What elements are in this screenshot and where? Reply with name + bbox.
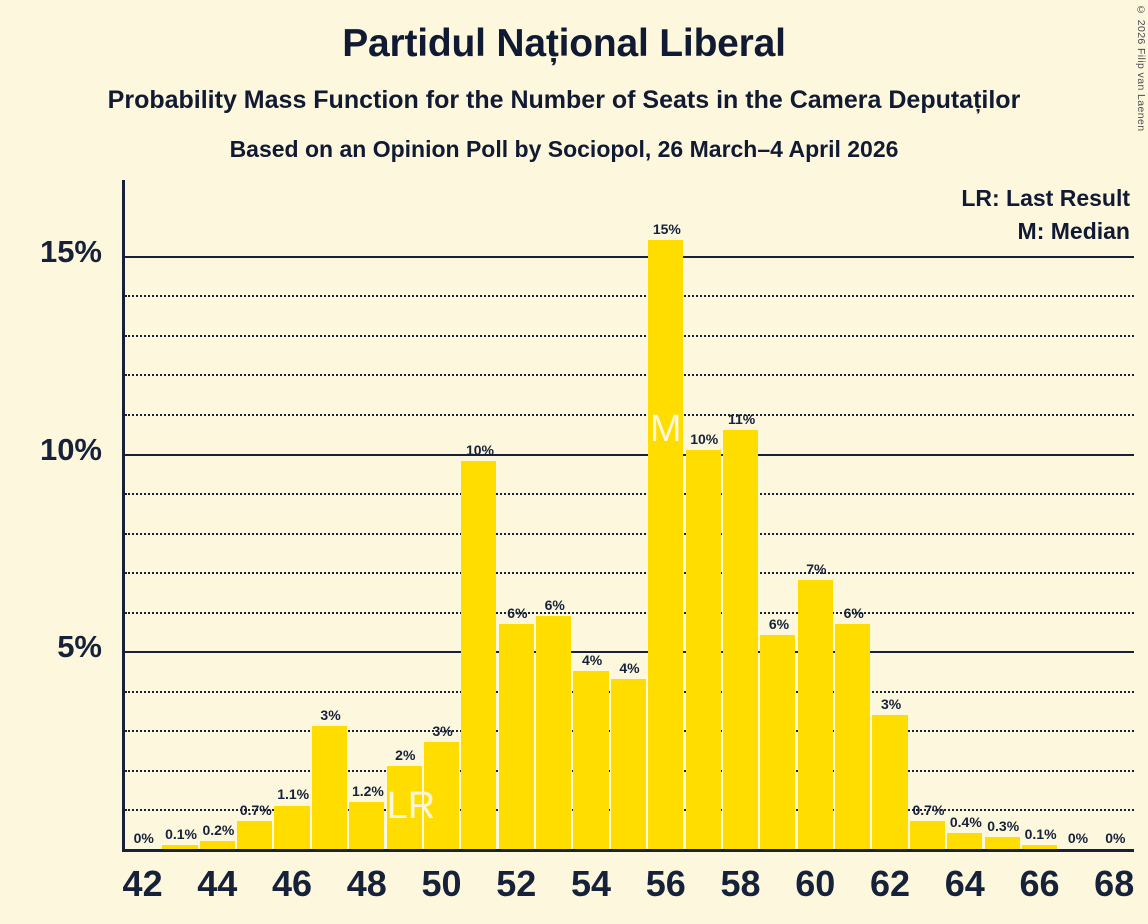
chart-legend: LR: Last Result M: Median [961, 182, 1130, 249]
bar-value-label-seat-61: 6% [843, 604, 864, 621]
bar-seat-57[interactable] [685, 449, 721, 849]
bar-seat-43[interactable] [162, 845, 198, 849]
bar-value-label-seat-49: 2% [395, 746, 416, 763]
bar-value-label-seat-44: 0.2% [202, 822, 235, 839]
bar-seat-46[interactable] [274, 805, 310, 849]
y-axis-tick-label: 15% [39, 233, 102, 269]
bar-seat-45[interactable] [237, 821, 273, 849]
bar-seat-53[interactable] [536, 615, 572, 849]
gridline-minor [125, 532, 1134, 535]
gridline-major [125, 255, 1134, 258]
x-axis-tick-label-64: 64 [944, 863, 985, 904]
bar-value-label-seat-48: 1.2% [351, 782, 384, 799]
x-axis-tick-label-60: 60 [795, 863, 836, 904]
bar-value-label-seat-68: 0% [1105, 830, 1126, 846]
x-axis-tick-label-62: 62 [869, 863, 910, 904]
x-axis-tick-label-56: 56 [645, 863, 686, 904]
bar-value-label-seat-42: 0% [133, 830, 154, 846]
bar-seat-55[interactable] [610, 678, 646, 849]
bar-value-label-seat-52: 6% [507, 604, 528, 621]
x-axis-tick-label-52: 52 [496, 863, 537, 904]
bar-value-label-seat-60: 7% [806, 561, 827, 578]
x-axis-tick-label-46: 46 [272, 863, 313, 904]
bar-seat-49[interactable] [386, 765, 422, 849]
bar-seat-62[interactable] [872, 714, 908, 849]
gridline-minor [125, 493, 1134, 496]
bar-value-label-seat-54: 4% [582, 652, 603, 669]
x-axis-tick-label-50: 50 [421, 863, 462, 904]
legend-item-median: M: Median [1017, 218, 1130, 245]
bar-seat-58[interactable] [722, 429, 759, 849]
x-axis-tick-label-42: 42 [122, 863, 163, 904]
x-axis-tick-label-66: 66 [1019, 863, 1060, 904]
x-axis-tick-label-68: 68 [1094, 863, 1135, 904]
plot-area: 5% 10% 15% 0% 0.1% 0.2% 0.7% 1.1% 3% 1.2% 2% LR 3% 10… [40, 180, 1134, 849]
bar-value-label-seat-62: 3% [880, 695, 902, 712]
chart-subtitle-primary: Probability Mass Function for the Number… [107, 86, 1021, 114]
bar-seat-52[interactable] [498, 623, 534, 849]
bar-seat-51[interactable] [461, 461, 497, 849]
gridline-minor [125, 295, 1134, 298]
x-axis-tick-label-44: 44 [197, 863, 238, 904]
bar-seat-63[interactable] [909, 821, 945, 849]
bar-seat-44[interactable] [199, 841, 235, 849]
bar-seat-61[interactable] [835, 623, 871, 849]
bar-value-label-seat-45: 0.7% [239, 802, 272, 819]
bar-value-label-seat-65: 0.3% [987, 818, 1020, 835]
chart-subtitle-secondary: Based on an Opinion Poll by Sociopol, 26… [229, 136, 899, 162]
bar-value-label-seat-53: 6% [544, 596, 565, 613]
bar-marker-lr-seat-49: LR [386, 785, 436, 827]
bar-value-label-seat-55: 4% [619, 659, 640, 676]
bar-value-label-seat-66: 0.1% [1024, 826, 1057, 843]
bar-value-label-seat-50: 3% [432, 723, 453, 740]
gridline-minor [125, 374, 1134, 377]
bar-seat-66[interactable] [1021, 845, 1058, 849]
bar-seat-54[interactable] [573, 671, 609, 849]
x-axis-tick-label-58: 58 [720, 863, 761, 904]
bar-seat-59[interactable] [760, 635, 796, 849]
bar-seat-47[interactable] [311, 726, 347, 849]
bar-value-label-seat-47: 3% [320, 707, 341, 724]
y-axis-tick-label: 10% [39, 431, 102, 467]
y-axis-line [122, 180, 125, 852]
bar-value-label-seat-51: 10% [465, 442, 495, 459]
gridline-minor [125, 334, 1134, 337]
x-axis-tick-label-48: 48 [346, 863, 387, 904]
bar-value-label-seat-58: 11% [727, 410, 756, 427]
bar-value-label-seat-59: 6% [768, 616, 790, 633]
bar-value-label-seat-56: 15% [652, 220, 681, 237]
bar-value-label-seat-57: 10% [690, 430, 719, 447]
bar-seat-64[interactable] [947, 833, 983, 849]
x-axis-tick-label-54: 54 [570, 863, 612, 904]
gridline-minor [125, 572, 1134, 575]
gridline-major [125, 651, 1134, 654]
bar-value-label-seat-46: 1.1% [277, 786, 310, 803]
bar-seat-50[interactable] [423, 742, 460, 849]
legend-item-last-result: LR: Last Result [961, 185, 1130, 211]
bar-seat-65[interactable] [984, 837, 1020, 849]
gridline-minor [125, 611, 1134, 614]
bar-value-label-seat-67: 0% [1067, 830, 1089, 846]
copyright-notice: © 2026 Filip van Laenen [1135, 4, 1147, 132]
bar-seat-60[interactable] [797, 580, 833, 849]
page-title: Partidul Național Liberal [342, 22, 786, 65]
bar-value-label-seat-63: 0.7% [912, 802, 945, 819]
bar-marker-m-seat-56: M [649, 407, 682, 450]
bar-value-label-seat-64: 0.4% [949, 814, 982, 831]
bar-value-label-seat-43: 0.1% [165, 826, 197, 843]
bar-seat-56[interactable] [648, 239, 684, 849]
bar-seat-48[interactable] [349, 801, 385, 849]
x-axis-line [122, 849, 1134, 852]
gridline-major [125, 453, 1134, 456]
y-axis-tick-label: 5% [57, 629, 102, 665]
gridline-minor [125, 413, 1134, 416]
